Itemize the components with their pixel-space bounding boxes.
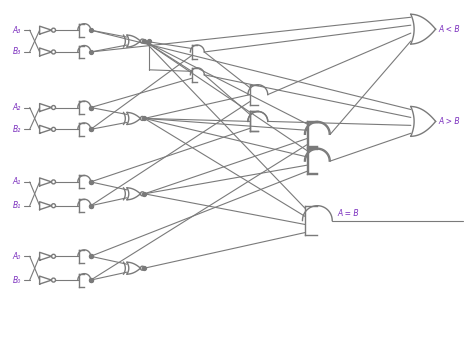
Text: A = B: A = B [337, 208, 359, 218]
Text: B₃: B₃ [13, 47, 21, 57]
Text: A₂: A₂ [13, 103, 21, 112]
Text: A < B: A < B [438, 25, 460, 34]
Text: A₁: A₁ [13, 177, 21, 186]
Text: A₃: A₃ [13, 26, 21, 35]
Text: A₀: A₀ [13, 252, 21, 261]
Text: A > B: A > B [438, 117, 460, 126]
Text: B₂: B₂ [13, 125, 21, 134]
Text: B₀: B₀ [13, 276, 21, 284]
Text: B₁: B₁ [13, 201, 21, 210]
